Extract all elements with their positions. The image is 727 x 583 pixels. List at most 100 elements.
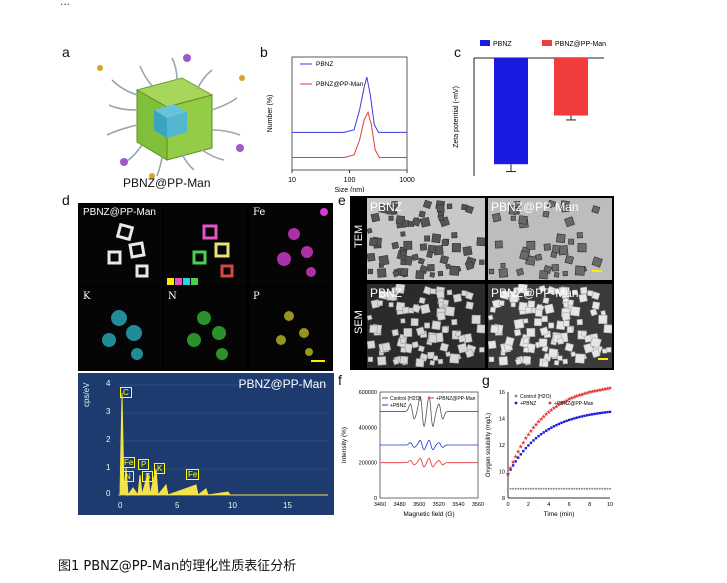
particle [391, 241, 399, 250]
x-axis-label: Magnetic field (G) [403, 511, 454, 518]
x-tick-label: 10 [607, 502, 613, 508]
particle [514, 357, 523, 366]
particle [457, 334, 467, 343]
point: ★ [592, 388, 597, 395]
eds-xtick-10: 10 [228, 501, 237, 510]
particle [449, 265, 460, 276]
particle [510, 215, 516, 221]
x-tick-label: 3500 [413, 502, 425, 508]
point: ★ [513, 454, 518, 461]
particle [587, 290, 594, 297]
legend-marker [514, 401, 518, 405]
point [588, 487, 591, 490]
legend-label: PBNZ@PP-Man [316, 81, 364, 88]
particle [570, 351, 577, 358]
legend-marker [514, 394, 518, 398]
particle [388, 215, 394, 221]
particle [411, 253, 419, 261]
point: ★ [572, 394, 577, 401]
point [609, 487, 611, 490]
particle [415, 358, 425, 368]
particle [538, 338, 548, 348]
point: ★ [602, 386, 607, 393]
particle [399, 267, 409, 277]
header-fragment: ... [60, 0, 71, 8]
particle [550, 251, 558, 259]
particle [419, 217, 431, 228]
point: ★ [536, 419, 541, 426]
particle [574, 265, 586, 276]
panel-f-label: f [338, 372, 342, 388]
point [596, 487, 599, 490]
particle [555, 233, 566, 244]
particle [488, 314, 494, 321]
panel-d-label: d [62, 192, 70, 208]
particle [580, 330, 588, 338]
epr-series-0 [380, 395, 478, 428]
x-tick-label: 8 [588, 502, 591, 508]
point [557, 422, 561, 426]
particle [367, 268, 374, 275]
y-tick-label: 12 [499, 443, 505, 449]
microscopy-grid: TEM SEM PBNZ PBNZ@PP-Man PBNZ PBNZ@PP-Ma… [350, 196, 614, 370]
particle [417, 257, 425, 265]
x-tick-label: 1000 [399, 177, 415, 184]
particle [564, 254, 574, 265]
particle [479, 259, 485, 265]
point: ★ [546, 409, 551, 416]
point [573, 487, 576, 490]
particle [591, 301, 601, 310]
point: ★ [559, 400, 564, 407]
particle [402, 306, 410, 314]
x-tick-label: 6 [568, 502, 571, 508]
point [593, 412, 596, 416]
particle [394, 284, 406, 294]
point [537, 434, 540, 438]
point: ★ [569, 395, 574, 402]
particle [400, 347, 407, 353]
point [588, 413, 591, 416]
particle [411, 341, 419, 349]
sem-pbnz: PBNZ [367, 284, 485, 368]
particle [446, 289, 453, 296]
point [578, 487, 581, 490]
point [535, 487, 538, 490]
sem-row-label: SEM [353, 310, 365, 334]
particle [411, 217, 422, 227]
point: ★ [574, 393, 579, 400]
map-tile-n: N [164, 288, 247, 370]
tem-pbnz-ppman: PBNZ@PP-Man [488, 198, 612, 280]
point [578, 415, 581, 419]
point [514, 460, 517, 463]
point [509, 487, 512, 490]
series-line-1 [292, 110, 407, 158]
point: ★ [521, 439, 526, 446]
particle [513, 201, 521, 208]
particle [378, 254, 390, 266]
x-tick-label: 3520 [433, 502, 445, 508]
point [555, 487, 558, 490]
particle [570, 306, 581, 317]
particle [399, 249, 407, 257]
y-tick-label: 400000 [359, 425, 377, 431]
eds-xtick-5: 5 [175, 501, 180, 510]
particle [519, 250, 530, 261]
particle [424, 322, 431, 329]
bar-0 [494, 58, 528, 165]
particle [561, 203, 570, 213]
point [522, 449, 525, 453]
particle [439, 342, 450, 353]
x-tick-label: 2 [527, 502, 530, 508]
y-axis-label: Number (%) [267, 95, 274, 133]
eds-peak-p: P [138, 459, 150, 470]
eds-title: PBNZ@PP-Man [238, 377, 326, 391]
point [562, 420, 566, 424]
zeta-potential-chart: Zeta potential (-mV) PBNZ PBNZ@PP-Man [453, 40, 606, 176]
particle [558, 287, 568, 296]
eds-peak-c: C [120, 387, 132, 398]
map-label-n: N [168, 291, 177, 302]
particle [603, 324, 612, 334]
x-tick-label: 3460 [374, 502, 386, 508]
point [570, 417, 573, 421]
point: ★ [510, 459, 515, 466]
